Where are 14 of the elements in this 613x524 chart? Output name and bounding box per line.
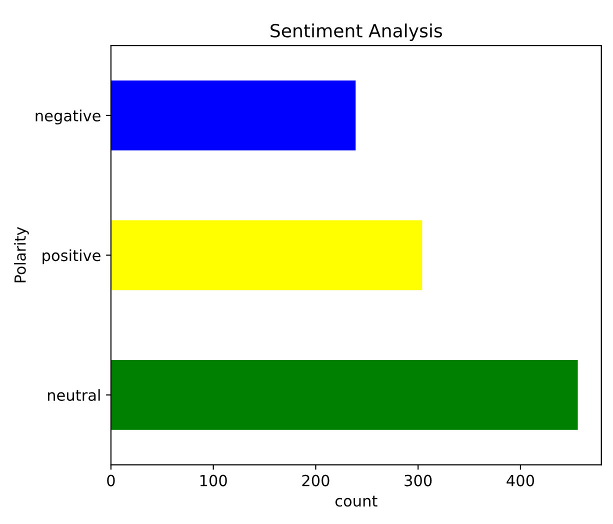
y-axis-title: Polarity bbox=[14, 227, 29, 282]
bar bbox=[110, 220, 422, 290]
x-tick-label: 300 bbox=[404, 474, 432, 486]
bar bbox=[110, 80, 356, 150]
y-tick-label: negative bbox=[36, 110, 100, 124]
x-axis-title: count bbox=[335, 496, 378, 507]
bar bbox=[110, 360, 578, 430]
y-tick-label: neutral bbox=[48, 389, 100, 401]
x-tick-label: 200 bbox=[302, 474, 330, 486]
x-tick-label: 400 bbox=[506, 474, 534, 486]
x-tick-label: 0 bbox=[107, 474, 115, 486]
y-tick-label: positive bbox=[42, 249, 100, 264]
chart-title: Sentiment Analysis bbox=[270, 24, 442, 42]
x-tick-label: 100 bbox=[200, 474, 227, 486]
